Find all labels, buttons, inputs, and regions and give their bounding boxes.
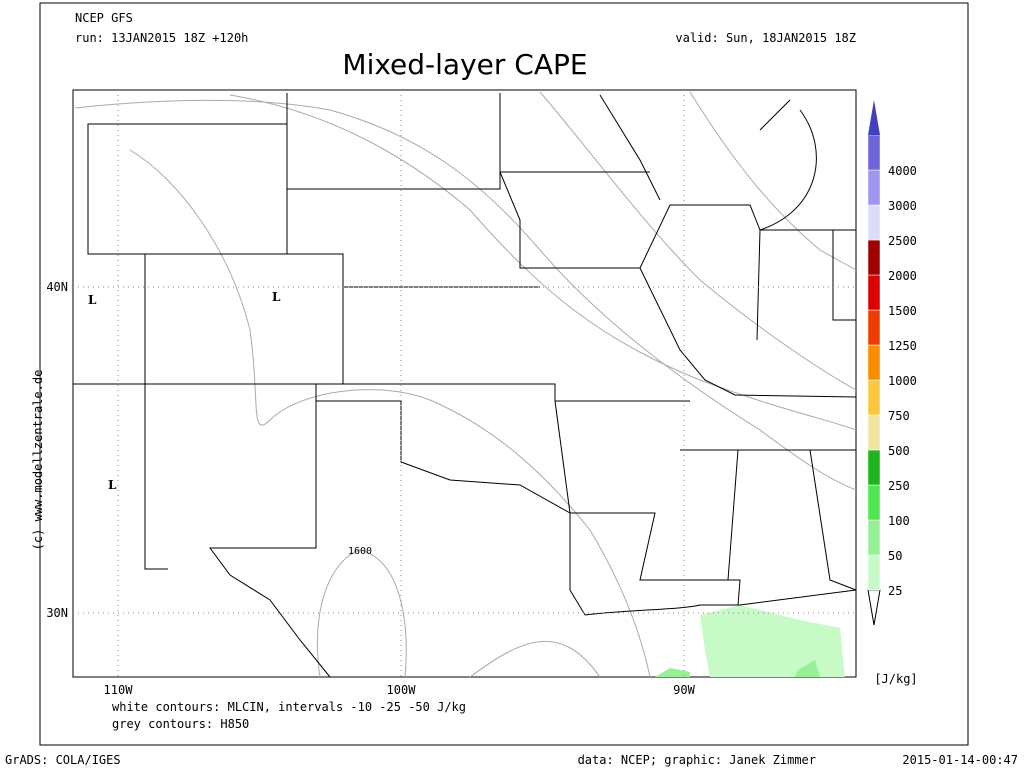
colorbar-label: 500 <box>888 444 910 458</box>
footer-date: 2015-01-14-00:47 <box>902 753 1018 767</box>
note: grey contours: H850 <box>112 717 249 731</box>
colorbar-label: 1000 <box>888 374 917 388</box>
colorbar-label: 1500 <box>888 304 917 318</box>
copyright: (c) www.modellzentrale.de <box>31 370 45 551</box>
colorbar-box <box>867 519 881 556</box>
colorbar-box <box>867 449 881 486</box>
map-area: L L L 1600 <box>72 89 857 678</box>
contour-label: 1600 <box>348 546 372 557</box>
low-label: L <box>272 290 281 304</box>
title: Mixed-layer CAPE <box>342 48 587 81</box>
colorbar-box <box>867 309 881 346</box>
colorbar-label: 50 <box>888 549 902 563</box>
state-borders <box>73 93 857 678</box>
colorbar-label: 25 <box>888 584 902 598</box>
height-contours <box>74 91 857 678</box>
note: white contours: MLCIN, intervals -10 -25… <box>112 700 466 714</box>
run-time: run: 13JAN2015 18Z +120h <box>75 31 248 45</box>
colorbar-top <box>868 100 880 135</box>
colorbar-box <box>867 239 881 276</box>
colorbar-label: 1250 <box>888 339 917 353</box>
colorbar-label: 250 <box>888 479 910 493</box>
cape-area <box>795 660 820 677</box>
low-label: L <box>88 293 97 307</box>
cape-area <box>700 605 845 677</box>
colorbar-label: 3000 <box>888 199 917 213</box>
colorbar-box <box>867 554 881 591</box>
colorbar-box <box>867 204 881 241</box>
colorbar-box <box>867 274 881 311</box>
colorbar-box <box>867 484 881 521</box>
footer-credit: data: NCEP; graphic: Janek Zimmer <box>578 753 816 767</box>
grid <box>73 90 856 677</box>
colorbar-box <box>867 414 881 451</box>
lat-label: 40N <box>46 280 68 294</box>
colorbar-box <box>867 379 881 416</box>
footer-left: GrADS: COLA/IGES <box>5 753 121 767</box>
lon-label: 100W <box>387 683 417 697</box>
low-label: L <box>108 478 117 492</box>
colorbar-box <box>867 134 881 171</box>
lat-label: 30N <box>46 606 68 620</box>
valid-time: valid: Sun, 18JAN2015 18Z <box>675 31 856 45</box>
lon-label: 110W <box>104 683 134 697</box>
colorbar-label: 2500 <box>888 234 917 248</box>
colorbar-label: 750 <box>888 409 910 423</box>
colorbar-box <box>867 169 881 206</box>
colorbar-label: 100 <box>888 514 910 528</box>
colorbar-unit: [J/kg] <box>874 672 917 686</box>
colorbar-label: 2000 <box>888 269 917 283</box>
colorbar-label: 4000 <box>888 164 917 178</box>
model: NCEP GFS <box>75 11 133 25</box>
lon-label: 90W <box>673 683 695 697</box>
colorbar-box <box>867 344 881 381</box>
cape-area <box>655 668 690 677</box>
